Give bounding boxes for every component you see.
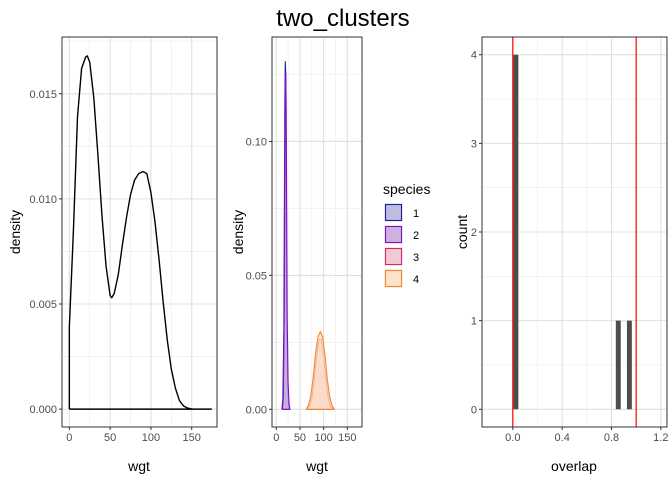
x-axis-title: wgt	[127, 458, 150, 474]
legend-title: species	[383, 181, 430, 197]
y-axis-title: count	[454, 215, 470, 249]
x-tick-label: 100	[314, 432, 332, 444]
y-tick-label: 0.000	[29, 404, 57, 416]
y-tick-label: 0.05	[246, 270, 267, 282]
panel-overlap-histogram: 0.0 0.4 0.8 1.2 0 1 2 3 4 overlap count	[454, 36, 668, 474]
y-tick-label: 0.00	[246, 404, 267, 416]
panel-wgt-density: 0 50 100 150 0.000 0.005 0.010 0.015 wgt density	[7, 36, 218, 474]
legend-label: 2	[413, 230, 419, 242]
x-tick-label: 0.4	[555, 432, 570, 444]
y-axis-title: density	[7, 210, 23, 254]
legend-label: 1	[413, 208, 419, 220]
x-tick-label: 100	[142, 432, 160, 444]
density-curve	[68, 55, 212, 410]
x-tick-label: 150	[338, 432, 356, 444]
histogram-bar	[513, 54, 519, 410]
legend-label: 4	[413, 274, 419, 286]
x-tick-label: 0.8	[604, 432, 619, 444]
y-tick-label: 0.10	[246, 136, 267, 148]
figure-title: two_clusters	[276, 5, 409, 32]
y-tick-label: 2	[471, 227, 477, 239]
y-tick-label: 1	[471, 316, 477, 328]
legend-key-species-1	[384, 203, 403, 222]
panel-border	[271, 36, 363, 428]
y-tick-label: 4	[471, 50, 477, 62]
x-tick-label: 50	[294, 432, 306, 444]
legend-label: 3	[413, 252, 419, 264]
y-tick-label: 0.010	[29, 194, 57, 206]
density-area-species-4	[305, 330, 336, 410]
legend-key-species-4	[384, 269, 403, 288]
y-axis-title: density	[230, 210, 246, 254]
x-tick-label: 0	[66, 432, 72, 444]
y-tick-label: 0.015	[29, 89, 57, 101]
panel-border	[61, 36, 218, 428]
x-axis-title: wgt	[305, 458, 328, 474]
x-axis-title: overlap	[551, 458, 597, 474]
density-area-species-2	[281, 71, 291, 410]
x-tick-label: 150	[183, 432, 201, 444]
y-tick-label: 0	[471, 404, 477, 416]
species-legend: species 1 2 3 4	[383, 181, 430, 288]
panel-background	[62, 37, 217, 427]
legend-key-species-2	[384, 225, 403, 244]
x-tick-label: 0.0	[505, 432, 520, 444]
y-tick-label: 3	[471, 138, 477, 150]
panel-species-density: 0 50 100 150 0.00 0.05 0.10 wgt density	[230, 36, 363, 474]
x-tick-label: 50	[104, 432, 116, 444]
x-tick-label: 0	[273, 432, 279, 444]
histogram-bar	[626, 320, 632, 410]
legend-key-species-3	[384, 247, 403, 266]
x-tick-label: 1.2	[653, 432, 668, 444]
histogram-bar	[615, 320, 621, 410]
y-tick-label: 0.005	[29, 299, 57, 311]
